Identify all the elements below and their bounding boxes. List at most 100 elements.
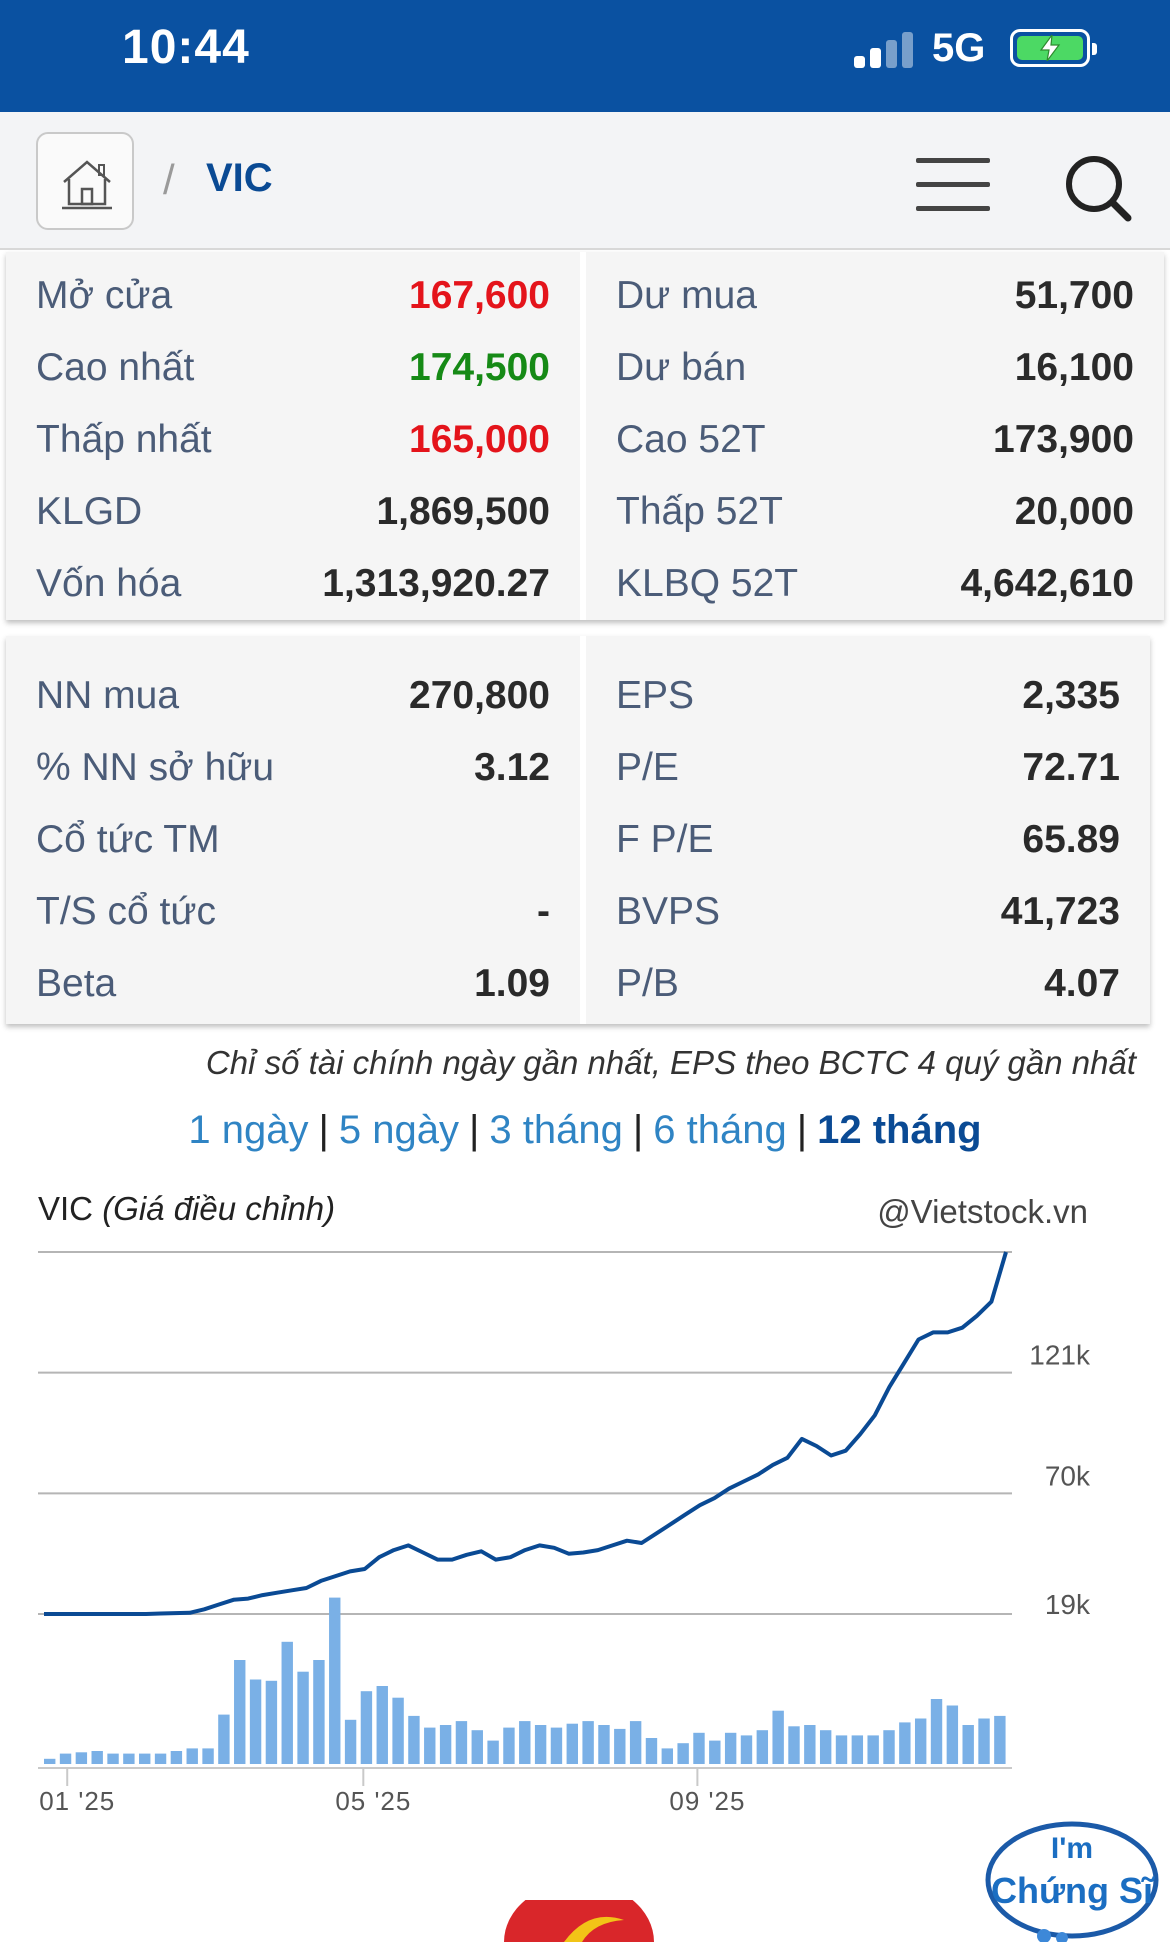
volume-bar [978,1718,990,1764]
52w-avg-volume-value: 4,642,610 [960,562,1134,605]
volume-bar [550,1727,563,1764]
volume-bar [170,1751,183,1764]
foreign-buy-value: 270,800 [409,674,550,717]
price-line [44,1251,1008,1616]
volume-bar [962,1725,974,1764]
chart-subtitle: (Giá điều chỉnh) [102,1190,336,1227]
volume-bar [677,1743,689,1764]
pe-value: 72.71 [1022,746,1120,789]
row-forward-pe: F P/E 65.89 [586,804,1150,876]
mascot-line-2: Chứng Sĩ [990,1870,1154,1911]
volume-bar [376,1686,388,1764]
beta-label: Beta [36,962,117,1005]
volume-bar [645,1738,658,1764]
menu-button[interactable] [916,158,990,212]
volume-bar [835,1735,848,1764]
period-separator: | [318,1108,329,1152]
high-value: 174,500 [409,346,550,389]
volume-bar [534,1725,547,1764]
52w-low-value: 20,000 [1014,490,1134,533]
52w-low-label: Thấp 52T [616,490,783,533]
financial-note: Chỉ số tài chính ngày gần nhất, EPS theo… [205,1044,1136,1081]
row-52w-high: Cao 52T 173,900 [586,404,1164,476]
volume-bar [455,1721,468,1764]
period-6-months[interactable]: 6 tháng [653,1108,787,1152]
ratio-panel: NN mua 270,800 % NN sở hữu 3.12 Cổ tức T… [6,636,1150,1024]
volume-bar [519,1721,531,1764]
volume-bar [186,1748,198,1764]
volume-bar [614,1728,626,1764]
home-icon [62,160,112,210]
period-5-days[interactable]: 5 ngày [338,1108,459,1152]
row-open: Mở cửa 167,600 [6,260,580,332]
price-right-column: Dư mua 51,700 Dư bán 16,100 Cao 52T 173,… [586,252,1164,620]
price-chart: 19k 70k 121k 01 '25 05 '25 09 '25 [38,1251,1091,1816]
row-52w-low: Thấp 52T 20,000 [586,476,1164,548]
bvps-value: 41,723 [1000,890,1120,933]
volume-bar [265,1680,278,1764]
volume-bar [740,1735,753,1764]
status-bar: 10:44 5G [0,0,1170,112]
row-bid: Dư mua 51,700 [586,260,1164,332]
status-time: 10:44 [122,21,250,74]
volume-bar [503,1727,515,1764]
volume-bar [154,1753,167,1764]
bid-value: 51,700 [1014,274,1134,317]
volume-bar [819,1730,832,1764]
search-button[interactable] [1062,152,1136,226]
high-label: Cao nhất [36,346,195,389]
volume-bar [297,1671,309,1764]
volume-bar [693,1732,705,1764]
volume-bar [851,1735,864,1764]
volume-bar [598,1725,610,1764]
volume-bar [804,1725,816,1764]
ratio-left-column: NN mua 270,800 % NN sở hữu 3.12 Cổ tức T… [6,636,580,1024]
volume-bar [281,1641,293,1764]
volume-bar [329,1597,341,1764]
column-divider [580,636,586,1024]
market-cap-label: Vốn hóa [36,562,182,605]
volume-bar [234,1660,246,1764]
row-foreign-buy: NN mua 270,800 [6,660,580,732]
period-separator: | [796,1108,808,1152]
volume-bar [44,1758,56,1764]
chart-title: VIC (Giá điều chỉnh) [38,1190,335,1228]
x-tick-label: 09 '25 [669,1786,745,1816]
52w-high-label: Cao 52T [616,418,766,461]
pb-label: P/B [616,962,679,1005]
volume-bar [91,1751,103,1764]
market-cap-value: 1,313,920.27 [322,562,550,605]
ask-value: 16,100 [1014,346,1134,389]
period-12-months[interactable]: 12 tháng [817,1108,982,1152]
volume-bar [249,1679,262,1764]
row-volume: KLGD 1,869,500 [6,476,580,548]
row-pe: P/E 72.71 [586,732,1150,804]
x-tick-label: 05 '25 [335,1786,411,1816]
row-market-cap: Vốn hóa 1,313,920.27 [6,548,580,620]
row-low: Thấp nhất 165,000 [6,404,580,476]
volume-bar [756,1730,769,1764]
volume-value: 1,869,500 [376,490,550,533]
volume-bar [487,1740,499,1764]
chart-symbol: VIC [38,1190,94,1227]
period-separator: | [469,1108,480,1152]
volume-bar [139,1753,151,1764]
volume-bar [724,1732,737,1764]
volume-bar [709,1740,721,1764]
price-left-column: Mở cửa 167,600 Cao nhất 174,500 Thấp nhấ… [6,252,580,620]
bid-label: Dư mua [616,274,757,317]
volume-bar [123,1753,135,1764]
cash-dividend-label: Cổ tức TM [36,818,220,861]
forward-pe-value: 65.89 [1022,818,1120,861]
volume-bar [883,1730,895,1764]
volume-bar [107,1753,119,1764]
period-3-months[interactable]: 3 tháng [489,1108,623,1152]
network-label: 5G [932,26,986,70]
volume-bar [629,1721,642,1764]
beta-value: 1.09 [474,962,550,1005]
home-button[interactable] [36,132,134,230]
volume-label: KLGD [36,490,143,533]
mascot-badge[interactable]: I'm Chứng Sĩ [982,1818,1162,1944]
period-1-day[interactable]: 1 ngày [188,1108,309,1152]
volume-bar [661,1748,674,1764]
